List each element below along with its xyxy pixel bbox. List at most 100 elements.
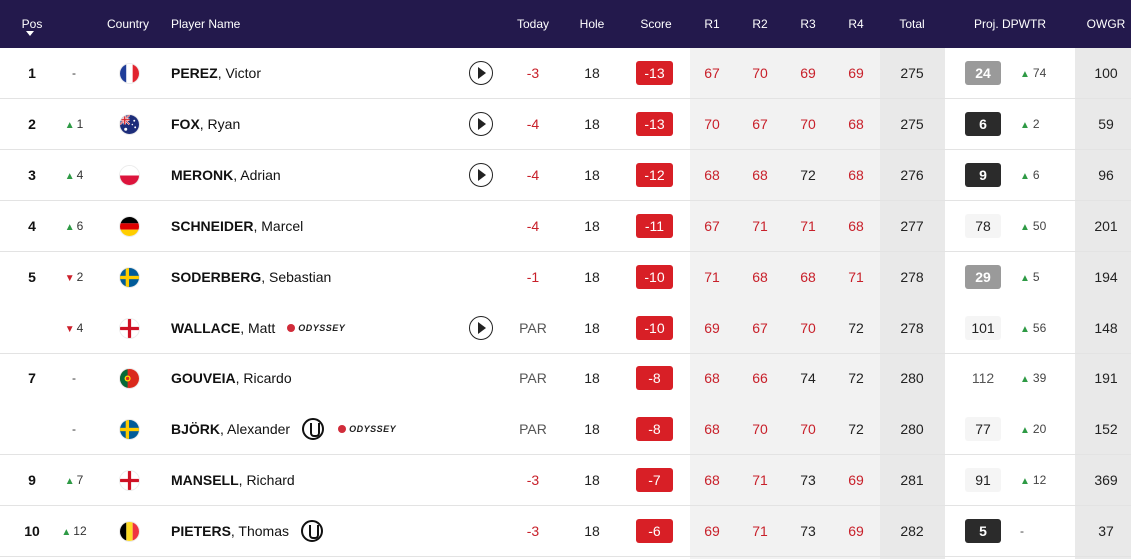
hole: 18	[584, 472, 600, 489]
play-video-icon[interactable]	[469, 162, 493, 187]
col-today-header: Today	[516, 17, 550, 31]
australia-flag-icon	[120, 114, 139, 134]
projected-dpwtr-rank: 101	[965, 315, 1001, 340]
player-last-name: MANSELL	[171, 472, 239, 489]
projected-dpwtr-rank: 24	[965, 61, 1001, 85]
round-3-score: 73	[800, 523, 816, 540]
player-name[interactable]: GOUVEIA, Ricardo	[171, 353, 292, 404]
table-row[interactable]: - BJÖRK, Alexander PAR 18 -8 68 70 70 72 280 77 ▲ 20…	[0, 404, 1131, 456]
col-country-header: Country	[106, 17, 150, 31]
table-row[interactable]: 1 - PEREZ, Victor -3 18 -13 67 70 69 69 275 24 ▲ 74 10…	[0, 48, 1131, 99]
germany-flag-icon	[120, 216, 139, 236]
arrow-up-icon: ▲	[1020, 476, 1030, 488]
score-badge: -13	[636, 61, 673, 85]
col-total-header: Total	[899, 17, 925, 31]
odyssey-label: ODYSSEY	[349, 424, 397, 435]
hole: 18	[584, 421, 600, 438]
player-name[interactable]: WALLACE, Matt	[171, 303, 275, 354]
total-score: 281	[900, 472, 924, 489]
round-2-score: 70	[752, 65, 768, 81]
play-video-icon[interactable]	[469, 111, 493, 136]
round-4-score: 68	[848, 115, 864, 132]
round-3-score: 70	[800, 115, 816, 132]
odyssey-dot-icon	[287, 323, 296, 332]
projected-dpwtr-rank: 78	[965, 213, 1001, 238]
today-score: -3	[526, 65, 540, 81]
today-score: -1	[526, 268, 540, 285]
projected-dpwtr-rank: 77	[965, 417, 1001, 442]
table-row[interactable]: 7 - GOUVEIA, Ricardo PAR 18 -8 68 66 74 72 280 112 ▲…	[0, 353, 1131, 404]
table-row[interactable]: 5 ▼ 2 SODERBERG, Sebastian -1 18 -10 71 68 68 71 27…	[0, 252, 1131, 303]
claret-jug-icon	[301, 520, 324, 543]
projected-movement: ▲ 12	[1020, 455, 1046, 506]
play-video-icon[interactable]	[469, 61, 493, 85]
total-score: 280	[900, 370, 924, 387]
table-row[interactable]: ▼ 4 WALLACE, Matt PAR 18 -10 69 67 70 72 278 101 ▲ 56…	[0, 303, 1131, 354]
round-1-score: 68	[704, 166, 720, 183]
total-score: 276	[900, 166, 924, 183]
player-name[interactable]: MERONK, Adrian	[171, 150, 281, 201]
arrow-up-icon: ▲	[1020, 374, 1030, 386]
player-name[interactable]: PIETERS, Thomas	[171, 506, 289, 557]
claret-jug-icon	[302, 418, 325, 441]
projected-movement-value: 20	[1032, 422, 1047, 437]
score-badge: -6	[636, 519, 673, 544]
projected-dpwtr-rank: 29	[965, 264, 1001, 289]
round-1-score: 68	[704, 472, 720, 489]
hole: 18	[584, 319, 600, 336]
today-score: -4	[526, 166, 540, 183]
player-name[interactable]: FOX, Ryan	[171, 99, 240, 150]
projected-movement-value: 39	[1032, 371, 1047, 386]
today-score: -3	[526, 523, 540, 540]
owgr-rank: 152	[1094, 421, 1118, 438]
owgr-rank: 369	[1094, 472, 1118, 489]
col-pos-header[interactable]: Pos	[21, 17, 43, 31]
position-movement: ▲ 7	[65, 455, 84, 506]
table-row[interactable]: 2 ▲ 1 FOX, Ryan -4 18 -13 70 67 70 68 275 6 ▲ 2 59	[0, 99, 1131, 150]
round-3-score: 70	[800, 319, 816, 336]
projected-movement-value: 12	[1032, 473, 1047, 488]
col-r1-header: R1	[704, 17, 720, 31]
player-first-name: , Ryan	[199, 115, 241, 132]
position-movement: -	[72, 48, 76, 99]
round-3-score: 69	[800, 65, 816, 81]
player-name[interactable]: BJÖRK, Alexander	[171, 404, 290, 455]
movement-value: 4	[76, 320, 84, 335]
hole: 18	[584, 115, 600, 132]
player-first-name: , Alexander	[220, 421, 291, 438]
player-name[interactable]: PEREZ, Victor	[171, 48, 261, 99]
round-2-score: 67	[752, 319, 768, 336]
sort-down-icon[interactable]	[26, 31, 34, 36]
owgr-rank: 100	[1094, 65, 1118, 81]
position: 1	[28, 65, 36, 81]
player-name[interactable]: MANSELL, Richard	[171, 455, 295, 506]
projected-dpwtr-rank: 6	[965, 111, 1001, 136]
round-3-score: 74	[800, 370, 816, 387]
table-row[interactable]: 3 ▲ 4 MERONK, Adrian -4 18 -12 68 68 72 68 276 9 ▲ 6 96	[0, 150, 1131, 201]
owgr-rank: 191	[1094, 370, 1118, 387]
projected-dpwtr-rank: 9	[965, 162, 1001, 187]
player-name[interactable]: SCHNEIDER, Marcel	[171, 201, 303, 252]
arrow-up-icon: ▲	[1020, 323, 1030, 335]
arrow-up-icon: ▲	[1020, 119, 1030, 131]
round-1-score: 69	[704, 523, 720, 540]
movement-value: -	[72, 371, 76, 386]
today-score: -4	[526, 115, 540, 132]
player-last-name: SCHNEIDER	[171, 217, 254, 234]
play-video-icon[interactable]	[469, 315, 493, 340]
hole: 18	[584, 523, 600, 540]
round-4-score: 69	[848, 472, 864, 489]
round-1-score: 70	[704, 115, 720, 132]
hole: 18	[584, 217, 600, 234]
player-name[interactable]: SODERBERG, Sebastian	[171, 252, 331, 303]
position-movement: ▲ 6	[65, 201, 84, 252]
table-row[interactable]: 10 ▲ 12 PIETERS, Thomas -3 18 -6 69 71 73 69 282 5 - 3…	[0, 506, 1131, 558]
today-score: -3	[526, 472, 540, 489]
projected-movement: ▲ 2	[1020, 99, 1040, 150]
table-row[interactable]: 9 ▲ 7 MANSELL, Richard -3 18 -7 68 71 73 69 281 91 ▲ 1…	[0, 455, 1131, 507]
projected-movement-value: -	[1020, 524, 1024, 539]
belgium-flag-icon	[120, 522, 139, 542]
arrow-up-icon: ▲	[64, 119, 75, 131]
projected-movement: -	[1020, 506, 1024, 557]
table-row[interactable]: 4 ▲ 6 SCHNEIDER, Marcel -4 18 -11 67 71 71 68 277 78…	[0, 201, 1131, 252]
